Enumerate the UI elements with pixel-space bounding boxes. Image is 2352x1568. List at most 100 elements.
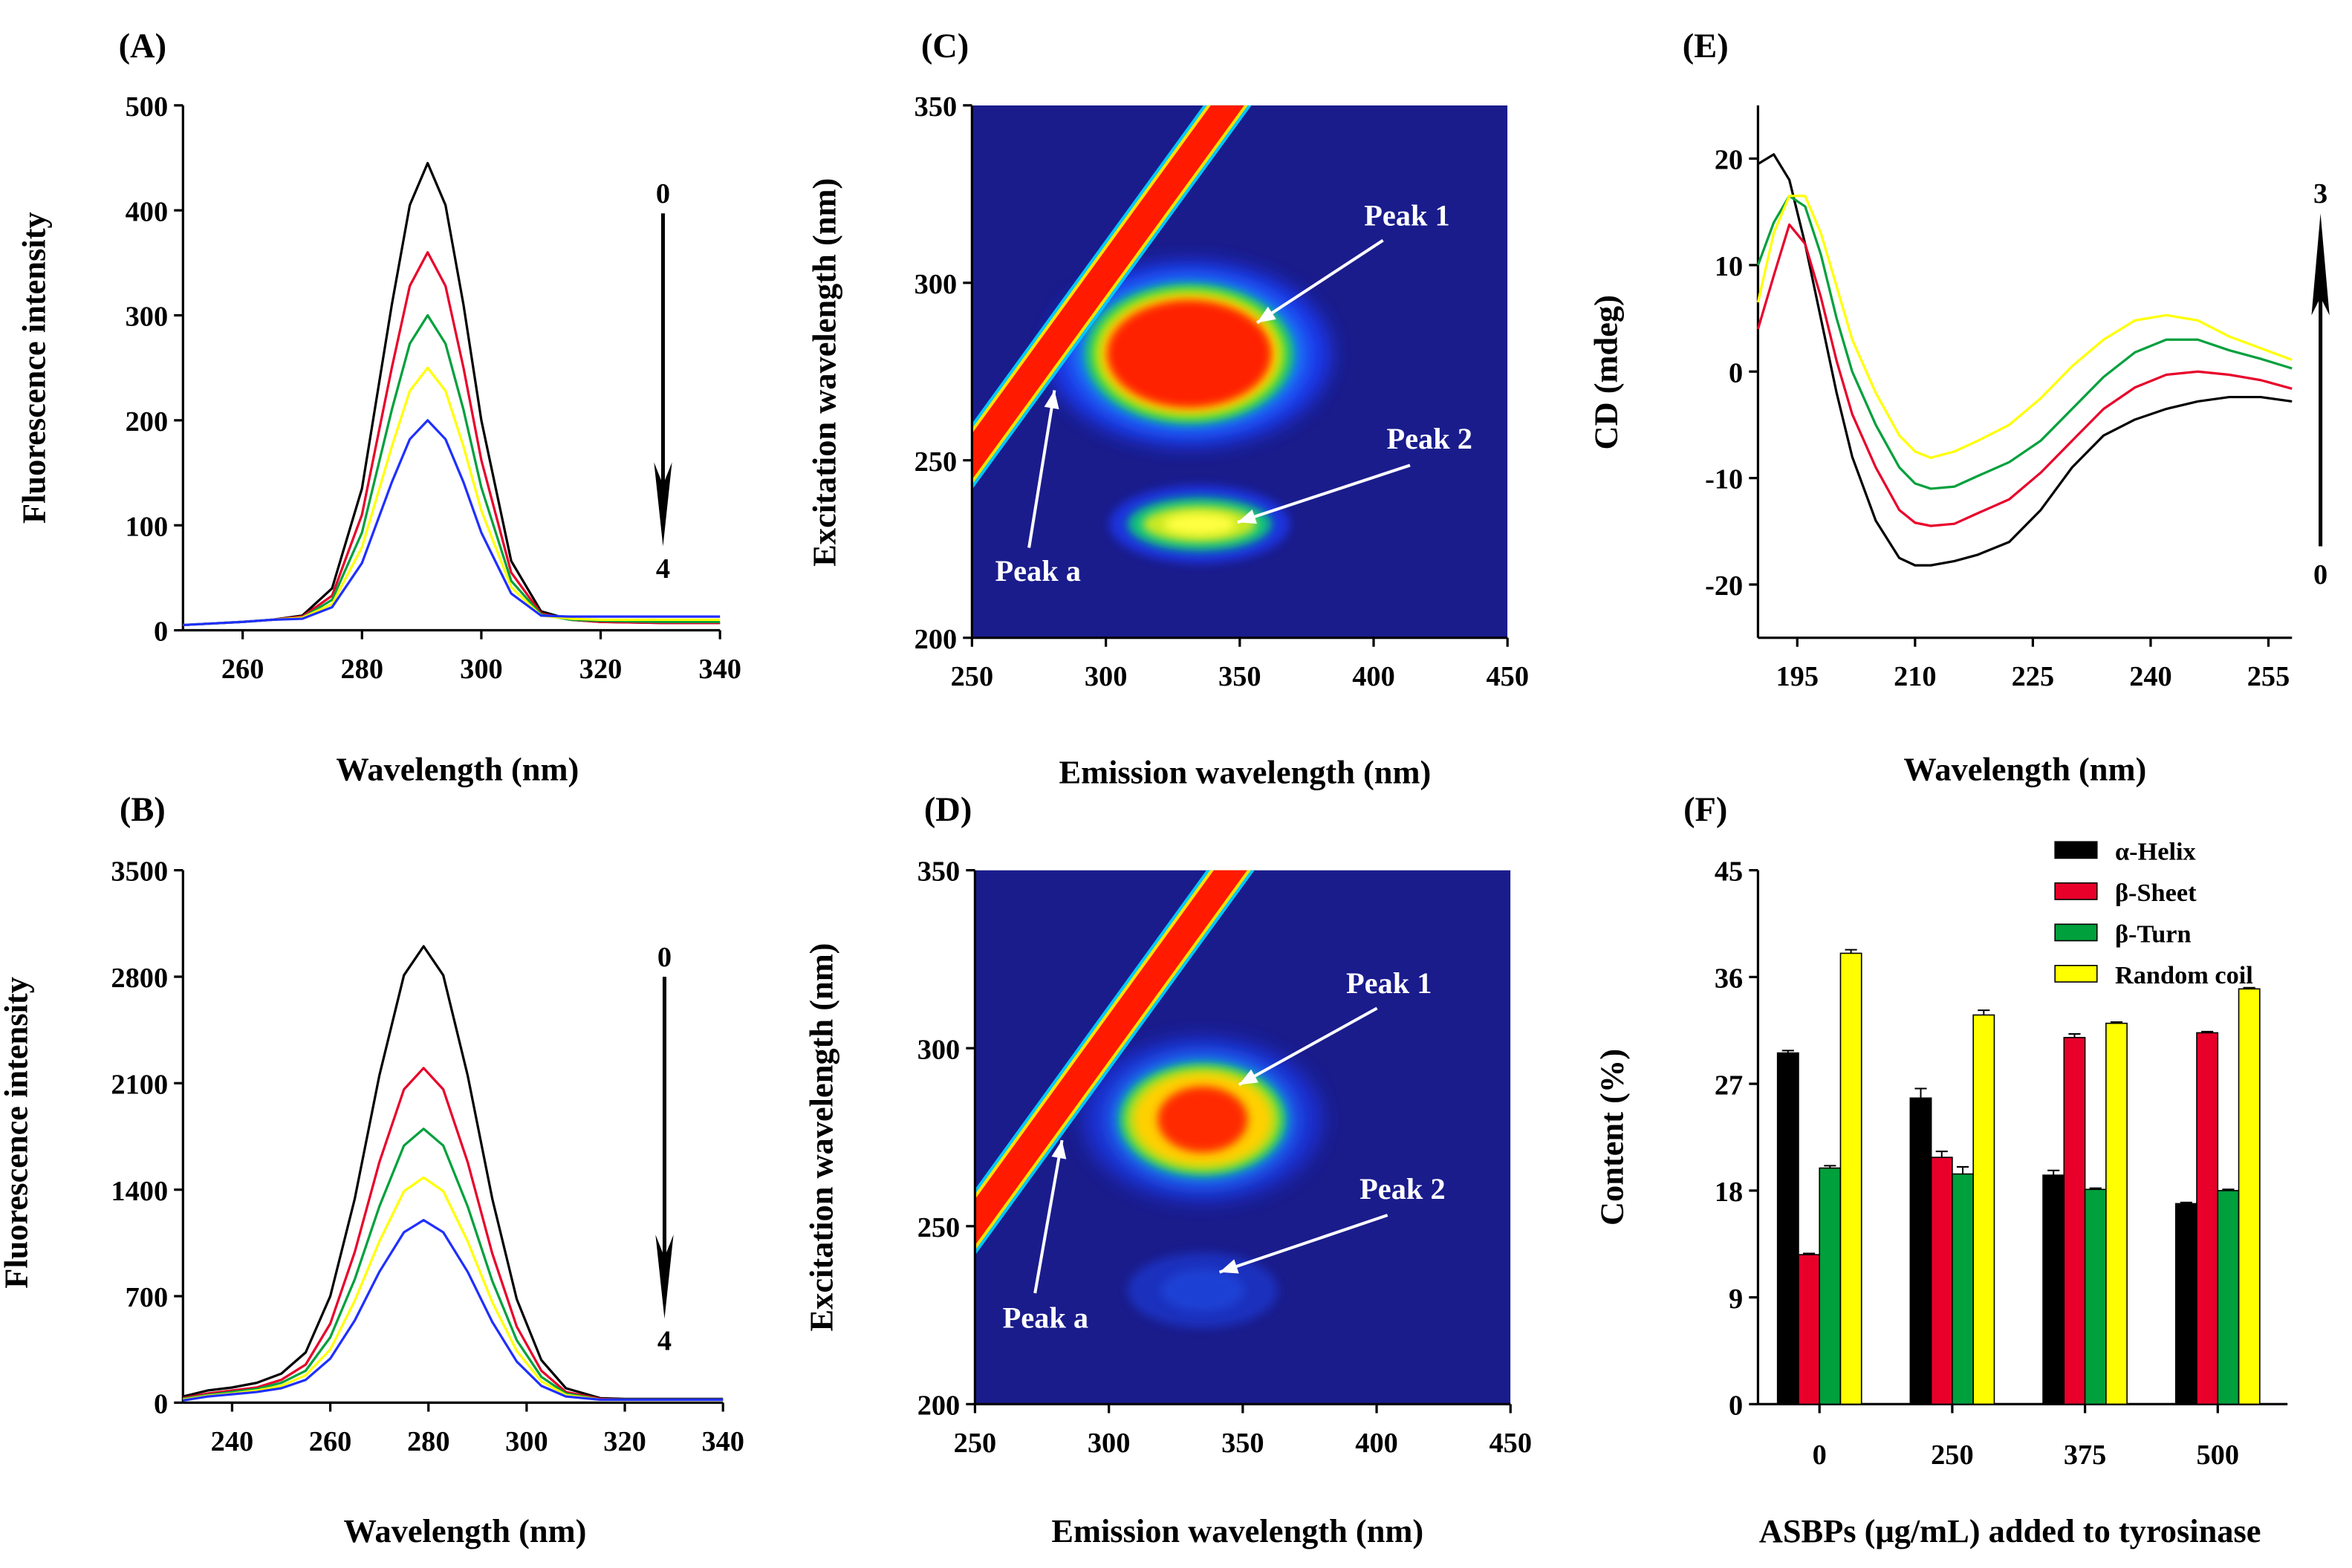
panel-label-e: (E)	[1683, 27, 1729, 65]
y-tick-label: 300	[126, 302, 169, 333]
y-tick-label: 200	[917, 1390, 961, 1422]
y-tick-label: 1400	[111, 1176, 168, 1207]
x-tick-label: 300	[1088, 1428, 1131, 1459]
legend-swatch	[2054, 923, 2098, 942]
y-tick-label: 400	[126, 196, 169, 227]
x-axis-title: Wavelength (nm)	[336, 750, 579, 787]
arrow-label-bottom: 4	[657, 1326, 672, 1357]
legend-swatch	[2054, 882, 2098, 900]
series-line-2	[183, 313, 721, 627]
bar-sheet	[2063, 1037, 2086, 1405]
legend-label: α-Helix	[2115, 837, 2196, 865]
series-line-1	[183, 1067, 724, 1401]
bar-randomcoil	[1972, 1014, 1995, 1405]
y-tick-label: 2800	[111, 963, 168, 994]
x-tick-label: 320	[579, 654, 623, 685]
y-tick-label: 200	[126, 406, 169, 437]
panel-label-d: (D)	[924, 791, 972, 829]
y-tick-label: 200	[915, 624, 958, 655]
y-tick-label: 2100	[111, 1069, 168, 1100]
y-tick-label: 250	[915, 446, 958, 478]
y-tick-label: 20	[1715, 145, 1743, 176]
y-tick-label: 9	[1729, 1284, 1743, 1315]
x-tick-label: 210	[1894, 661, 1937, 692]
panel-label-a: (A)	[119, 27, 166, 65]
y-tick-label: 0	[1729, 1390, 1743, 1422]
arrow-down-icon	[654, 462, 672, 547]
peak-1-contour	[1106, 299, 1272, 409]
y-tick-label: 100	[126, 511, 169, 542]
series-line-3	[183, 366, 721, 627]
series-line-2	[1756, 195, 2293, 490]
arrow-up-icon	[2311, 213, 2330, 316]
peak-annotation-label: Peak 2	[1359, 1172, 1446, 1206]
arrowhead-icon	[1257, 306, 1276, 323]
peak-annotation-label: Peak a	[995, 554, 1081, 588]
series-line-4	[183, 419, 721, 627]
bar-sheet	[1798, 1254, 1821, 1405]
peak-2-contour	[1160, 1269, 1245, 1312]
bar-helix	[2174, 1203, 2197, 1405]
annotation-arrow	[1237, 463, 1411, 524]
rayleigh-scatter-band	[972, 105, 1244, 480]
arrowhead-icon	[1051, 1140, 1067, 1159]
legend-label: β-Turn	[2115, 920, 2192, 949]
annotation-arrow	[1027, 390, 1056, 548]
bar-randomcoil	[1839, 952, 1862, 1405]
panel-label-c: (C)	[921, 27, 969, 65]
annotation-arrow	[1218, 1214, 1388, 1274]
x-axis-title: Emission wavelength (nm)	[1059, 753, 1431, 790]
arrow-label-top: 0	[656, 178, 670, 209]
y-axis-title: Content (%)	[1594, 1049, 1631, 1226]
y-tick-label: 45	[1715, 856, 1743, 888]
y-tick-label: 350	[917, 856, 961, 888]
panel-c: Peak 1 Peak 2 Peak a 200 250 300 350 250 300 350 4…	[806, 91, 1529, 791]
x-axis-title: Wavelength (nm)	[1903, 750, 2146, 787]
arrowhead-icon	[1219, 1259, 1239, 1274]
x-tick-label: 300	[1085, 661, 1128, 692]
panel-label-b: (B)	[120, 791, 166, 829]
bar-turn	[2084, 1188, 2107, 1405]
x-tick-label: 320	[603, 1426, 646, 1457]
y-tick-label: 350	[915, 91, 958, 123]
y-tick-label: 300	[917, 1034, 961, 1065]
x-tick-label: 250	[951, 661, 994, 692]
heatmap	[972, 105, 1508, 638]
bar-sheet	[2196, 1032, 2219, 1405]
x-axis-title: Emission wavelength (nm)	[1051, 1512, 1423, 1549]
x-tick-label: 280	[407, 1426, 450, 1457]
x-tick-label: 250	[954, 1428, 997, 1459]
panel-e: 20 10 0 -10 -20 195 210 225 240 255 Wavelength (nm…	[1588, 105, 2330, 787]
y-tick-label: 300	[915, 269, 958, 300]
y-tick-label: 700	[126, 1282, 169, 1313]
series-line-1	[1756, 223, 2293, 527]
x-tick-label: 240	[211, 1426, 254, 1457]
y-tick-label: -20	[1705, 570, 1743, 602]
x-tick-label: 350	[1218, 661, 1261, 692]
y-axis-title: CD (mdeg)	[1588, 295, 1625, 449]
x-tick-label: 375	[2064, 1439, 2107, 1471]
annotation-arrow	[1238, 1006, 1378, 1087]
y-tick-label: 10	[1715, 251, 1743, 282]
series-line-2	[183, 1128, 724, 1401]
peak-annotation-label: Peak a	[1003, 1301, 1089, 1334]
arrow-down-icon	[655, 1234, 674, 1319]
y-tick-label: 0	[1729, 357, 1743, 388]
annotation-arrow	[1033, 1139, 1064, 1294]
y-tick-label: 18	[1715, 1177, 1743, 1208]
x-tick-label: 255	[2247, 661, 2290, 692]
bar-sheet	[1930, 1157, 1953, 1405]
bar-turn	[1819, 1167, 1842, 1405]
y-tick-label: 27	[1715, 1070, 1743, 1101]
x-tick-label: 400	[1352, 661, 1395, 692]
bar-helix	[1909, 1097, 1932, 1405]
bar-randomcoil	[2105, 1022, 2128, 1405]
bar-randomcoil	[2238, 988, 2261, 1405]
bar-turn	[1952, 1173, 1974, 1405]
x-tick-label: 225	[2012, 661, 2055, 692]
y-tick-label: 250	[917, 1212, 961, 1243]
y-axis-title: Excitation wavelength (nm)	[806, 178, 843, 567]
series-line-0	[182, 945, 724, 1400]
arrowhead-icon	[1237, 509, 1257, 524]
